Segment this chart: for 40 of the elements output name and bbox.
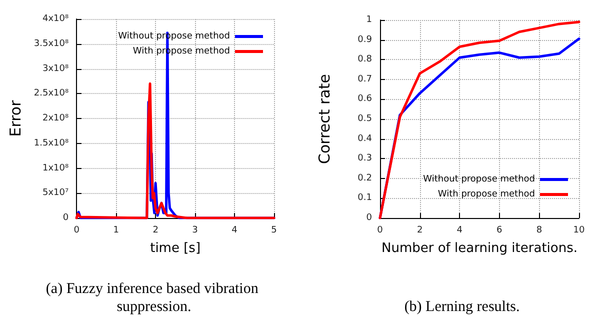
- x-tick-label: 0: [74, 226, 80, 236]
- x-tick-label: 2: [416, 226, 423, 236]
- x-tick-label: 3: [192, 226, 198, 236]
- x-tick-label: 6: [496, 226, 503, 236]
- y-tick-label: 0.7: [358, 74, 372, 84]
- y-tick-label: 1x10⁸: [42, 163, 69, 174]
- y-tick-label: 0.8: [358, 54, 372, 65]
- x-tick-label: 10: [573, 226, 585, 236]
- x-tick-label: 2: [152, 226, 158, 236]
- x-axis-title: Number of learning iterations.: [381, 241, 578, 256]
- y-tick-label: 0: [366, 213, 372, 223]
- text: (b) Lerning results.: [404, 299, 520, 315]
- x-tick-label: 0: [377, 226, 384, 236]
- x-tick-label: 8: [536, 226, 542, 236]
- y-tick-label: 2.5x10⁸: [34, 88, 69, 99]
- y-tick-label: 0: [62, 213, 69, 223]
- y-tick-label: 4x10⁸: [42, 14, 69, 24]
- x-tick-label: 4: [232, 226, 238, 236]
- x-axis-title: time [s]: [150, 241, 201, 256]
- y-tick-label: 2x10⁸: [42, 114, 69, 124]
- legend-label: With propose method: [438, 190, 535, 200]
- y-tick-label: 3x10⁸: [42, 64, 69, 74]
- y-axis-title: Correct rate: [316, 74, 334, 164]
- y-tick-label: 1: [366, 15, 372, 25]
- legend-label: Without propose method: [423, 174, 535, 184]
- y-tick-label: 1.5x10⁸: [34, 138, 69, 148]
- y-axis-title: Error: [6, 99, 24, 137]
- y-tick-label: 0.1: [358, 193, 372, 204]
- x-tick-label: 1: [113, 226, 119, 236]
- y-tick-label: 0.2: [358, 173, 372, 184]
- x-tick-label: 5: [271, 226, 277, 236]
- text: (a) Fuzzy inference based vibration suppression.: [46, 281, 262, 315]
- y-tick-label: 0.5: [358, 114, 372, 124]
- y-tick-label: 0.9: [358, 34, 372, 45]
- y-tick-label: 5x10⁷: [42, 188, 69, 198]
- y-tick-label: 0.4: [358, 134, 372, 144]
- x-tick-label: 4: [456, 226, 463, 236]
- y-tick-label: 0.6: [358, 94, 372, 104]
- y-tick-label: 3.5x10⁸: [34, 38, 69, 49]
- y-tick-label: 0.3: [358, 154, 372, 164]
